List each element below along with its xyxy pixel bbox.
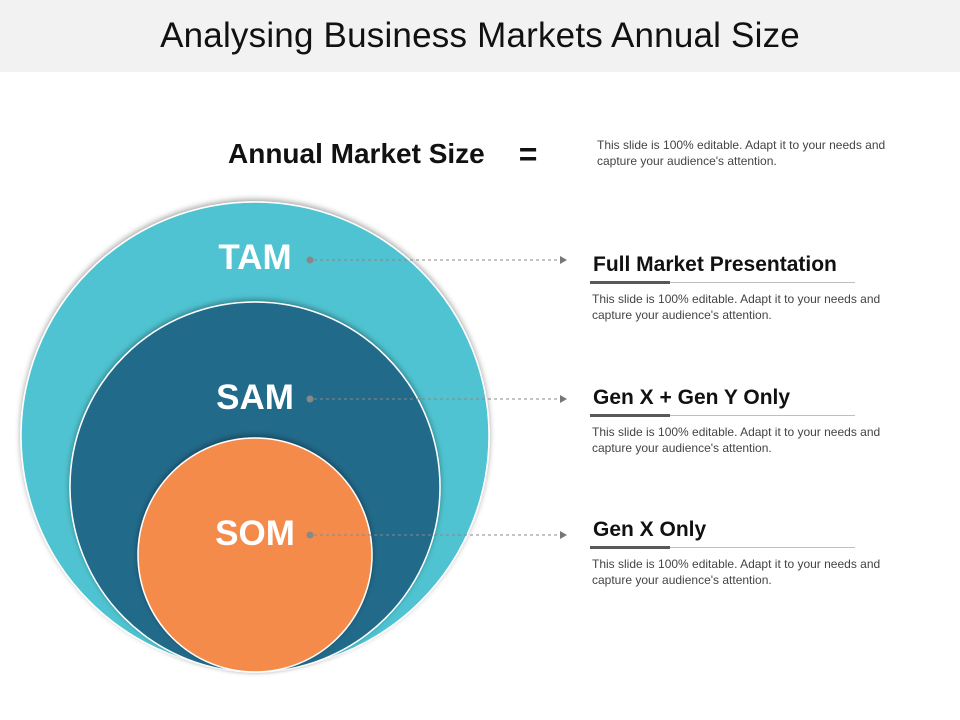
item-divider	[590, 546, 855, 549]
item-description: This slide is 100% editable. Adapt it to…	[592, 292, 881, 322]
equation: Annual Market Size =	[228, 134, 537, 174]
equation-description: This slide is 100% editable. Adapt it to…	[597, 138, 886, 168]
tam-label: TAM	[218, 238, 292, 277]
item-divider	[590, 414, 855, 417]
item-description: This slide is 100% editable. Adapt it to…	[592, 557, 881, 587]
item-divider	[590, 281, 855, 284]
item-description: This slide is 100% editable. Adapt it to…	[592, 425, 881, 455]
item-heading: Gen X + Gen Y Only	[593, 386, 791, 409]
item-heading: Full Market Presentation	[593, 253, 837, 276]
som-label: SOM	[215, 514, 295, 553]
equation-label: Annual Market Size	[228, 138, 485, 169]
item-full-market: Full Market Presentation This slide is 1…	[590, 251, 920, 323]
item-gen-x: Gen X Only This slide is 100% editable. …	[590, 516, 920, 588]
sam-connector	[306, 395, 567, 403]
som-circle	[137, 437, 373, 673]
item-gen-x-gen-y: Gen X + Gen Y Only This slide is 100% ed…	[590, 384, 920, 456]
sam-label: SAM	[216, 378, 294, 417]
item-heading: Gen X Only	[593, 518, 707, 541]
equals-sign: =	[518, 135, 538, 172]
tam-connector	[306, 256, 567, 264]
page-title: Analysing Business Markets Annual Size	[160, 16, 800, 55]
som-connector	[306, 531, 567, 539]
title-bar: Analysing Business Markets Annual Size	[0, 0, 960, 72]
